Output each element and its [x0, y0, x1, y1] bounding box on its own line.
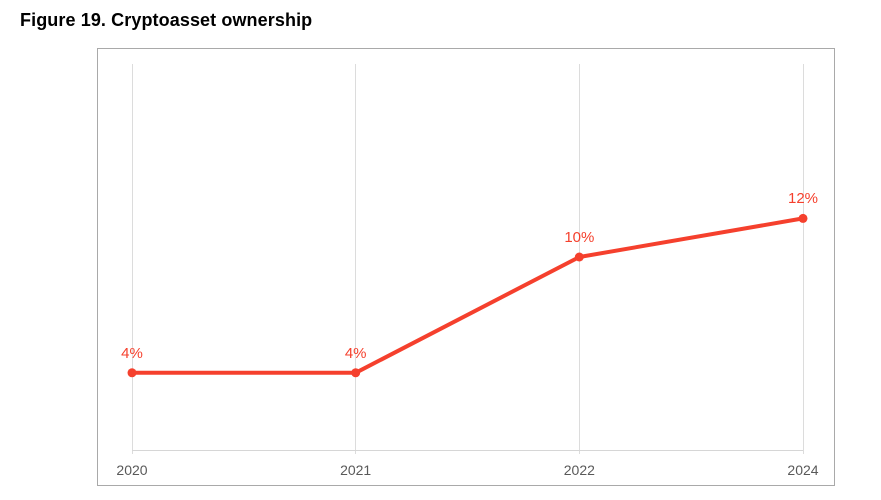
plot-area: 2020 2021 2022 2024 4% 4% 10% 12%: [98, 49, 834, 485]
gridline-2022: [578, 64, 580, 454]
gridline-2021: [355, 64, 357, 454]
data-label-2022: 10%: [564, 229, 595, 246]
data-label-2024: 12%: [787, 190, 819, 208]
data-label-2021: 4%: [344, 344, 367, 362]
series-line: [130, 216, 806, 375]
chart-frame: 2020 2021 2022 2024 4% 4% 10% 12%: [97, 48, 835, 486]
line-series-svg: [127, 213, 808, 378]
gridline-2020: [131, 64, 133, 454]
x-axis-line: [132, 450, 803, 451]
x-tick-label-2022: 2022: [563, 462, 595, 478]
x-tick-label-2024: 2024: [787, 462, 819, 478]
x-tick-label-2020: 2020: [116, 462, 148, 478]
x-tick-label-2021: 2021: [340, 462, 372, 478]
gridline-2024: [802, 64, 804, 454]
data-label-2020: 4%: [121, 344, 143, 362]
figure-title: Figure 19. Cryptoasset ownership: [20, 10, 313, 30]
